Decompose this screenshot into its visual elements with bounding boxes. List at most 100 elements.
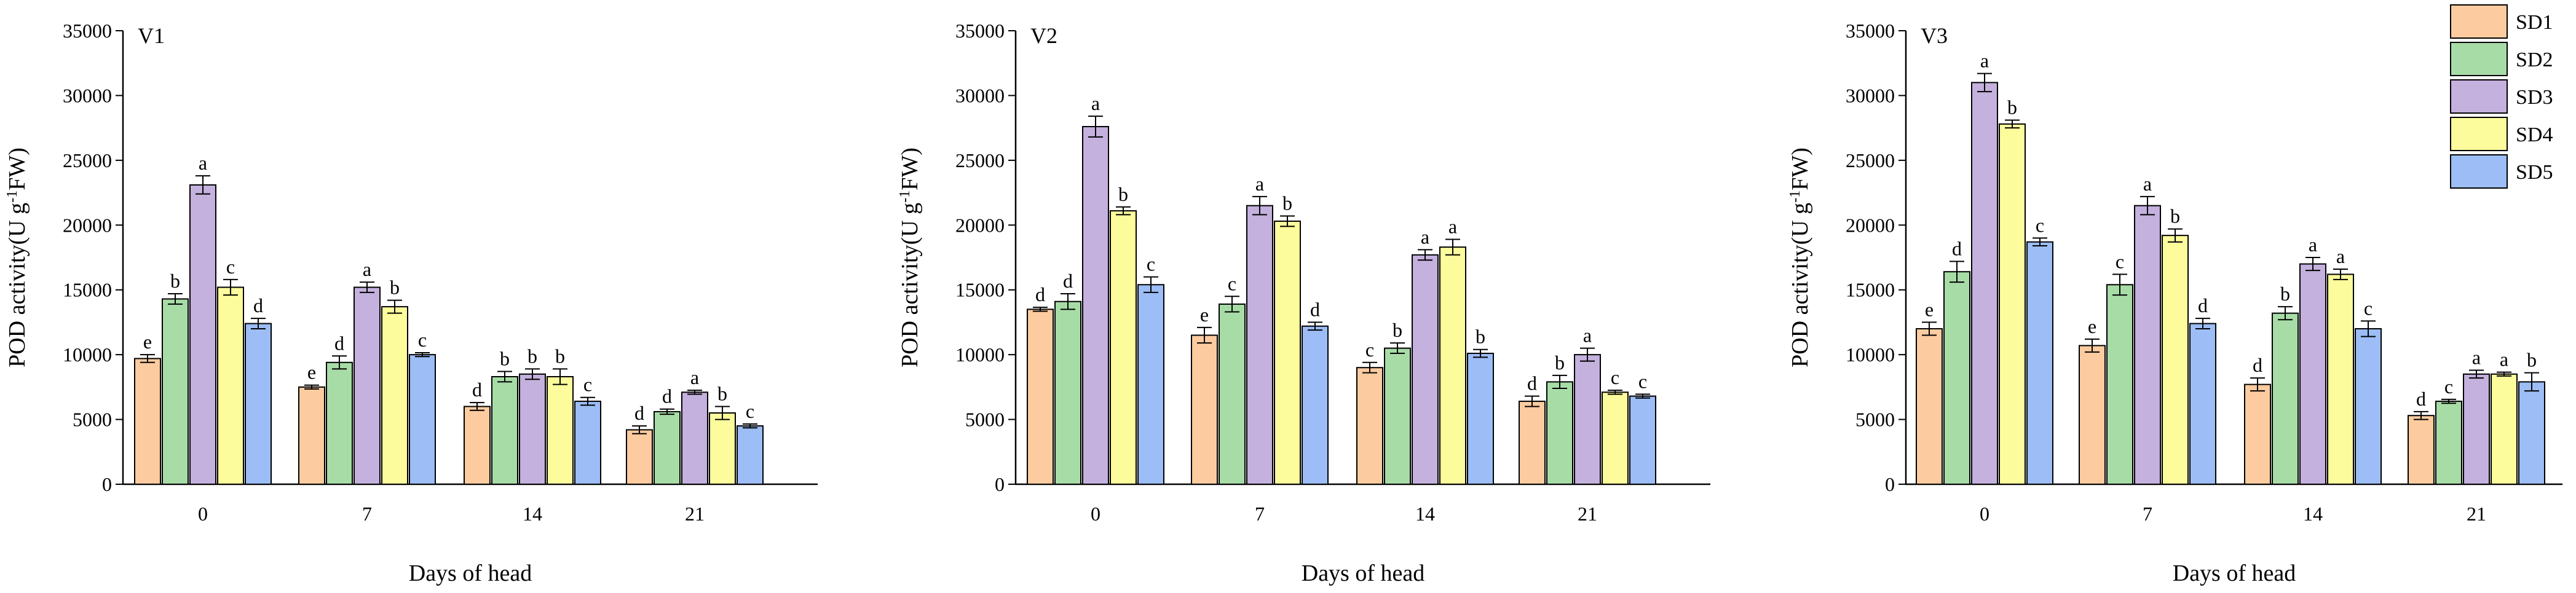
bar-sd2	[1384, 347, 1411, 485]
x-axis-title: Days of head	[1302, 560, 1424, 586]
bar-sd3	[1412, 254, 1439, 485]
y-axis-title: POD activity(U g-1FW)	[897, 147, 923, 367]
significance-label: e	[1200, 304, 1209, 326]
significance-label: d	[1527, 372, 1537, 395]
significance-label: a	[2472, 346, 2481, 368]
bar-sd2	[162, 298, 189, 485]
y-tick-label: 30000	[63, 84, 112, 106]
y-tick-label: 20000	[955, 214, 1005, 236]
chart-panel-3: 0 5000 10000 15000 20000 25000 30000 35000 V3 POD…	[1787, 20, 2562, 586]
significance-label: b	[390, 277, 400, 299]
legend-label-sd1: SD1	[2516, 11, 2553, 34]
significance-label: a	[199, 152, 207, 174]
bar-sd2	[2106, 284, 2133, 485]
legend-label-sd3: SD3	[2516, 86, 2553, 109]
bar-sd1	[1356, 367, 1383, 485]
x-tick-label: 14	[2303, 503, 2323, 525]
significance-label: b	[2527, 349, 2537, 371]
bar-sd5	[2518, 381, 2545, 485]
bar-sd1	[2408, 415, 2435, 485]
legend-label-sd2: SD2	[2516, 49, 2553, 71]
significance-label: b	[527, 345, 537, 367]
bar-sd1	[1519, 401, 1546, 485]
significance-label: d	[334, 332, 344, 354]
bar-sd5	[245, 323, 272, 485]
significance-label: d	[1952, 237, 1962, 259]
significance-label: a	[1980, 50, 1989, 72]
bar-sd5	[2026, 241, 2053, 485]
significance-label: d	[634, 402, 644, 424]
significance-label: b	[1555, 351, 1565, 374]
legend: SD1 SD2 SD3 SD4 SD5	[2450, 4, 2553, 189]
bar-sd4	[1999, 123, 2026, 485]
bar-sd1	[2079, 345, 2106, 485]
bar-sd3	[681, 391, 708, 485]
bar-sd1	[1191, 334, 1218, 485]
significance-label: d	[472, 379, 482, 401]
significance-label: a	[1255, 173, 1264, 195]
legend-swatch-sd5	[2450, 154, 2508, 189]
significance-label: d	[1035, 283, 1045, 305]
bar-sd4	[381, 306, 408, 485]
x-tick-label: 21	[2467, 503, 2486, 525]
bar-sd3	[1082, 126, 1109, 485]
bar-sd3	[1574, 354, 1601, 485]
bar-sd4	[2162, 235, 2189, 485]
bar-sd3	[1246, 205, 1273, 485]
significance-label: b	[555, 345, 565, 367]
y-tick-label: 10000	[63, 344, 112, 366]
significance-label: c	[1228, 272, 1236, 294]
bar-sd3	[189, 184, 216, 485]
x-axis-title: Days of head	[2173, 560, 2296, 586]
bar-sd2	[2272, 312, 2299, 485]
bar-sd5	[1467, 353, 1494, 485]
chart-panel-2: 0 5000 10000 15000 20000 25000 30000 35000 V2 POD…	[897, 20, 1710, 586]
bar-sd2	[326, 361, 353, 485]
significance-label: b	[717, 382, 727, 404]
x-tick-label: 7	[362, 503, 372, 525]
bar-sd5	[2189, 323, 2216, 485]
y-axis-title: POD activity(U g-1FW)	[4, 147, 30, 367]
significance-label: b	[500, 348, 510, 370]
significance-label: b	[1476, 326, 1485, 348]
significance-label: b	[2170, 205, 2180, 227]
chart-panel-1: 0 5000 10000 15000 20000 25000 30000 35000 V1 POD…	[4, 20, 818, 586]
y-tick-label: 25000	[63, 149, 112, 171]
bar-sd4	[547, 375, 574, 485]
significance-label: c	[418, 329, 427, 351]
significance-label: c	[2116, 250, 2124, 272]
legend-label-sd5: SD5	[2516, 161, 2553, 184]
x-tick-label: 21	[685, 503, 705, 525]
significance-label: a	[2143, 173, 2152, 195]
x-tick-label: 14	[1415, 503, 1435, 525]
bar-sd1	[134, 358, 161, 485]
bar-sd5	[1629, 395, 1656, 485]
significance-label: c	[1147, 253, 1155, 275]
legend-swatch-sd3	[2450, 79, 2508, 114]
bar-sd4	[2327, 273, 2354, 485]
significance-label: b	[1393, 319, 1402, 341]
significance-label: b	[2007, 96, 2017, 118]
bar-sd4	[1110, 210, 1137, 485]
significance-label: c	[2364, 297, 2373, 319]
x-tick-label: 0	[1091, 503, 1100, 525]
significance-label: a	[1091, 92, 1100, 114]
bar-sd5	[737, 425, 764, 485]
bar-sd2	[491, 375, 518, 485]
significance-label: e	[307, 361, 316, 383]
y-tick-label: 30000	[1846, 84, 1895, 106]
panel-title: V3	[1921, 23, 1948, 48]
bar-sd3	[519, 373, 546, 485]
bar-sd4	[217, 286, 244, 485]
y-tick-label: 15000	[63, 279, 112, 301]
x-tick-label: 14	[523, 503, 542, 525]
bar-sd2	[1219, 303, 1246, 485]
significance-label: d	[2198, 294, 2208, 316]
bar-sd1	[2244, 383, 2271, 485]
significance-label: a	[1421, 226, 1429, 248]
significance-label: c	[2036, 214, 2044, 236]
x-tick-label: 7	[1255, 503, 1265, 525]
significance-label: d	[1063, 270, 1073, 292]
y-tick-label: 0	[995, 473, 1005, 495]
